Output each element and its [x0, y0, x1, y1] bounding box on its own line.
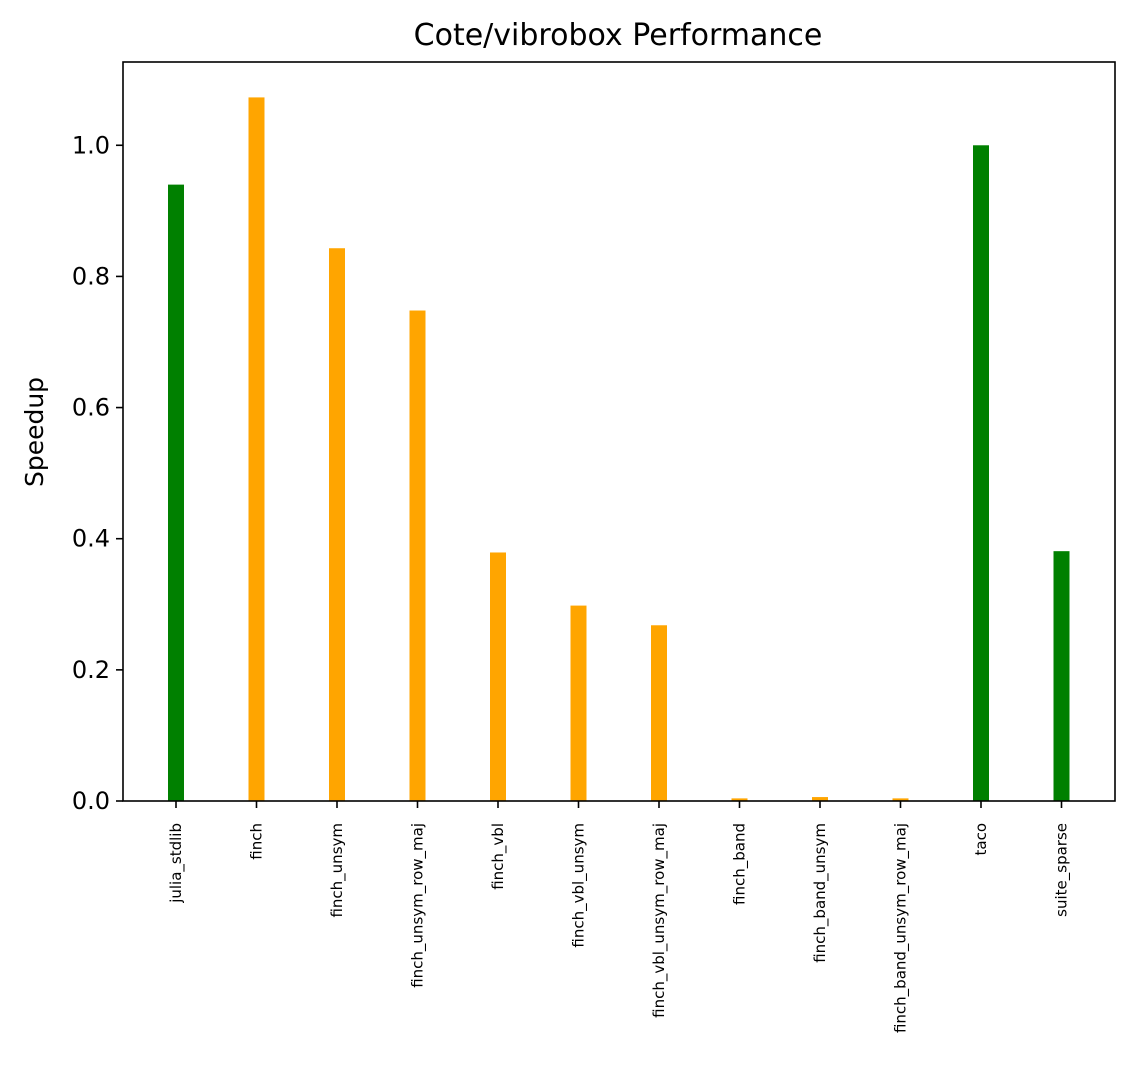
bar-finch_band_unsym — [812, 797, 828, 801]
y-tick-label: 0.8 — [72, 262, 110, 290]
y-tick-label: 1.0 — [72, 131, 110, 159]
x-tick-label: finch_vbl — [489, 823, 508, 890]
x-tick-label: suite_sparse — [1053, 823, 1072, 917]
bar-taco — [973, 145, 989, 801]
x-tick-label: finch — [248, 823, 266, 860]
x-tick-label: finch_band — [731, 823, 750, 905]
y-tick-label: 0.4 — [72, 525, 110, 553]
bar-julia_stdlib — [168, 184, 184, 801]
bar-finch_vbl — [490, 552, 506, 801]
bar-finch_unsym — [329, 248, 345, 802]
x-tick-label: julia_stdlib — [167, 823, 186, 904]
plot-frame — [122, 61, 1116, 802]
y-axis-ticks: 0.0 0.2 0.4 0.6 0.8 1.0 — [72, 131, 123, 815]
bar-finch — [248, 97, 265, 801]
x-tick-label: finch_unsym_row_maj — [409, 823, 428, 988]
chart-title: Cote/vibrobox Performance — [414, 18, 823, 53]
x-tick-label: finch_band_unsym — [811, 823, 830, 963]
x-tick-label: finch_vbl_unsym_row_maj — [650, 823, 669, 1018]
y-tick-label: 0.0 — [72, 787, 110, 815]
x-tick-label: taco — [972, 823, 990, 856]
bars-layer — [168, 97, 1070, 802]
x-axis-ticks: julia_stdlib finch finch_unsym finch_unsym_… — [167, 801, 1072, 1033]
x-tick-label: finch_vbl_unsym — [570, 823, 589, 948]
x-tick-label: finch_unsym — [328, 823, 347, 918]
bar-suite_sparse — [1053, 551, 1070, 801]
bar-finch_unsym_row_maj — [409, 310, 426, 801]
y-axis-label: Speedup — [20, 377, 49, 487]
y-tick-label: 0.6 — [72, 394, 110, 422]
x-tick-label: finch_band_unsym_row_maj — [892, 823, 911, 1033]
bar-finch_vbl_unsym_row_maj — [651, 625, 667, 801]
y-tick-label: 0.2 — [72, 656, 110, 684]
bar-finch_band — [731, 798, 748, 801]
bar-finch_vbl_unsym — [570, 605, 587, 801]
bar-finch_band_unsym_row_maj — [892, 798, 909, 801]
